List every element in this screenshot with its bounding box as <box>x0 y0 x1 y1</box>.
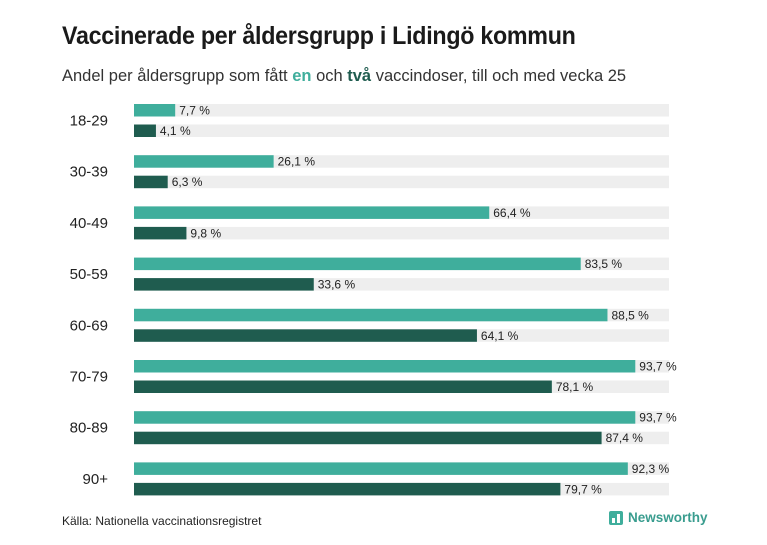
subtitle-after: vaccindoser, till och med vecka 25 <box>371 67 627 85</box>
data-label: 93,7 % <box>639 360 677 374</box>
bar-dose1 <box>134 206 490 219</box>
bar-dose2 <box>134 226 187 240</box>
subtitle-before: Andel per åldersgrupp som fått <box>62 67 293 85</box>
data-label: 7,7 % <box>179 104 210 118</box>
category-label: 60-69 <box>70 317 108 334</box>
bar-dose1 <box>134 104 176 117</box>
bar-track <box>134 104 669 117</box>
data-label: 88,5 % <box>611 308 649 322</box>
bar-dose2 <box>134 329 477 342</box>
bar-dose2 <box>134 124 156 137</box>
data-label: 33,6 % <box>318 278 356 292</box>
bar-dose2 <box>134 278 314 291</box>
data-label: 64,1 % <box>481 329 519 343</box>
bar-dose1 <box>134 360 636 373</box>
category-label: 70-79 <box>70 369 108 386</box>
bar-dose2 <box>134 482 561 496</box>
bar-dose1 <box>134 257 581 271</box>
category-label: 30-39 <box>70 164 108 181</box>
chart-subtitle: Andel per åldersgrupp som fått en och tv… <box>62 67 626 86</box>
bar-dose1 <box>134 155 274 168</box>
chart-title: Vaccinerade per åldersgrupp i Lidingö ko… <box>62 22 576 50</box>
bar-dose2 <box>134 431 602 445</box>
category-label: 80-89 <box>70 420 108 437</box>
data-label: 93,7 % <box>639 411 677 425</box>
subtitle-dose1-keyword: en <box>292 67 312 85</box>
data-label: 6,3 % <box>172 175 203 189</box>
bar-dose2 <box>134 380 552 393</box>
data-label: 66,4 % <box>493 206 531 220</box>
bar-track <box>134 124 669 137</box>
brand-name: Newsworthy <box>628 510 708 525</box>
category-label: 50-59 <box>70 266 108 283</box>
bar-dose2 <box>134 175 168 189</box>
subtitle-dose2-keyword: två <box>347 67 372 85</box>
bar-dose1 <box>134 411 636 424</box>
category-label: 40-49 <box>70 215 108 232</box>
data-label: 26,1 % <box>278 155 316 169</box>
data-label: 83,5 % <box>585 257 623 271</box>
category-label: 18-29 <box>70 113 108 130</box>
data-label: 78,1 % <box>556 380 594 394</box>
data-label: 79,7 % <box>564 482 602 496</box>
data-label: 92,3 % <box>632 462 670 476</box>
category-label: 90+ <box>83 471 109 488</box>
bar-dose1 <box>134 308 608 322</box>
data-label: 4,1 % <box>160 124 191 138</box>
bar-track <box>134 226 669 240</box>
brand-logo: Newsworthy <box>609 510 708 525</box>
newsworthy-logo-icon <box>609 510 623 525</box>
data-label: 9,8 % <box>190 226 221 240</box>
subtitle-middle: och <box>311 67 348 85</box>
source-note: Källa: Nationella vaccinationsregistret <box>62 514 262 528</box>
bar-dose1 <box>134 462 628 475</box>
data-label: 87,4 % <box>606 431 644 445</box>
bar-track <box>134 175 669 189</box>
